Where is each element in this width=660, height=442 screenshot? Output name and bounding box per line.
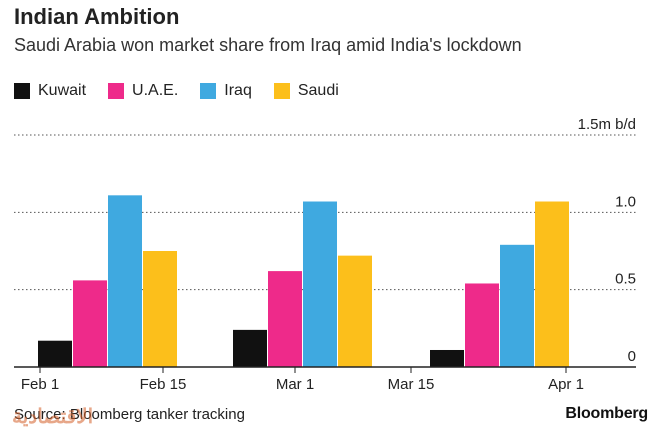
legend-item-uae: U.A.E. [108,82,178,100]
legend-label-uae: U.A.E. [132,82,179,99]
x-tick-label: Mar 1 [276,376,314,393]
x-tick-label: Feb 1 [21,376,59,393]
legend-swatch-saudi [273,83,290,99]
bar-saudi-feb [143,251,177,367]
x-tick-label: Apr 1 [548,376,584,393]
bar-iraq-apr [500,244,534,367]
legend-label-iraq: Iraq [224,82,252,99]
bloomberg-logo: Bloomberg [565,405,648,422]
source-note: Source: Bloomberg tanker tracking [14,406,245,423]
bar-iraq-feb [108,195,142,367]
y-tick-label: 1.5m b/d [578,116,636,133]
bar-kuwait-feb [38,340,72,367]
legend-item-iraq: Iraq [200,82,252,100]
legend-item-kuwait: Kuwait [14,82,86,100]
legend: Kuwait U.A.E. Iraq Saudi [14,82,361,100]
watermark-logo: الاقتصادية [12,406,94,428]
x-tick-label: Feb 15 [140,376,187,393]
bar-uae-mar [268,271,302,367]
legend-swatch-uae [108,83,125,99]
bar-kuwait-apr [430,349,464,367]
legend-swatch-iraq [200,83,217,99]
bar-uae-apr [465,283,499,367]
legend-item-saudi: Saudi [273,82,339,100]
legend-swatch-kuwait [14,83,30,99]
legend-label-saudi: Saudi [297,82,339,99]
bar-saudi-mar [338,255,372,367]
bar-saudi-apr [535,201,569,367]
bar-kuwait-mar [233,329,267,367]
y-tick-label: 0 [628,348,636,365]
chart-subtitle: Saudi Arabia won market share from Iraq … [14,35,522,55]
chart-title: Indian Ambition [14,4,180,29]
bar-iraq-mar [303,201,337,367]
y-tick-label: 0.5 [615,271,636,288]
y-tick-label: 1.0 [615,193,636,210]
legend-label-kuwait: Kuwait [38,82,87,99]
bar-uae-feb [73,280,107,367]
x-tick-label: Mar 15 [388,376,435,393]
